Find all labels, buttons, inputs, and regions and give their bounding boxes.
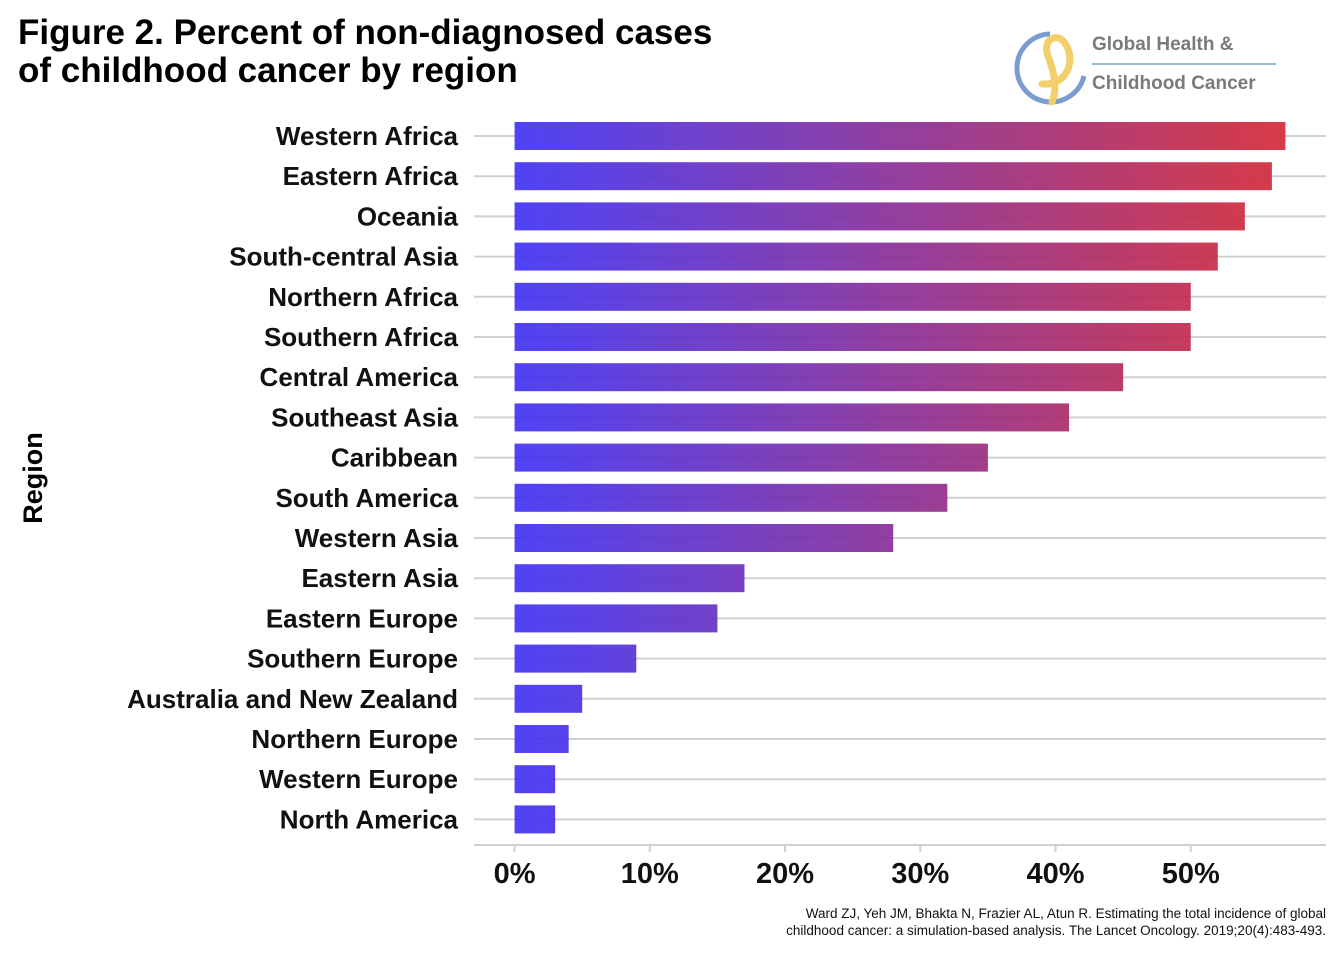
gridlines [474, 135, 1326, 821]
source-line-2: childhood cancer: a simulation-based ana… [786, 923, 1326, 938]
chart-title-line-1: Figure 2. Percent of non-diagnosed cases [18, 13, 713, 52]
bars [514, 122, 1286, 834]
category-label: Southern Europe [247, 644, 458, 674]
bar-central-america [514, 363, 1124, 392]
category-label: Western Africa [276, 121, 459, 151]
x-axis: 0% 10% 20% 30% 40% 50% [474, 844, 1326, 890]
category-label: Southeast Asia [271, 402, 458, 432]
category-label: Northern Africa [268, 282, 458, 312]
category-label: Southern Africa [264, 322, 459, 352]
chart-title-line-2: of childhood cancer by region [18, 51, 518, 90]
category-label: Western Asia [295, 523, 459, 553]
bar-south-central-asia [514, 242, 1218, 271]
source-citation: Ward ZJ, Yeh JM, Bhakta N, Frazier AL, A… [566, 905, 1326, 939]
logo-line-2: Childhood Cancer [1092, 73, 1256, 94]
bar-western-europe [514, 765, 556, 794]
x-tick-label: 50% [1162, 858, 1220, 890]
category-label: Oceania [357, 201, 459, 231]
category-label: Caribbean [331, 443, 458, 473]
bar-north-america [514, 805, 556, 834]
bar-oceania [514, 202, 1245, 231]
category-label: North America [280, 804, 459, 834]
category-label: Australia and New Zealand [127, 684, 458, 714]
category-label: Eastern Africa [283, 161, 459, 191]
bar-northern-europe [514, 725, 569, 753]
category-label: Eastern Asia [301, 563, 458, 593]
category-label: Western Europe [259, 764, 458, 794]
category-label: Central America [260, 362, 459, 392]
bar-southern-europe [514, 644, 637, 673]
bar-southeast-asia [514, 403, 1070, 432]
category-label: Eastern Europe [266, 603, 458, 633]
logo-line-1: Global Health & [1092, 34, 1234, 55]
logo-divider [1092, 63, 1276, 65]
x-tick-label: 0% [494, 858, 536, 890]
category-label: South America [275, 483, 458, 513]
bar-south-america [514, 483, 948, 512]
bar-western-asia [514, 524, 894, 552]
x-tick-label: 30% [891, 858, 949, 890]
bar-australia-and-new-zealand [514, 684, 583, 713]
bar-western-africa [514, 122, 1286, 150]
logo-emblem-icon [1014, 31, 1087, 106]
bar-eastern-europe [514, 604, 718, 633]
bar-eastern-africa [514, 162, 1272, 191]
x-tick-label: 20% [756, 858, 814, 890]
bar-caribbean [514, 443, 988, 472]
bar-eastern-asia [514, 564, 745, 593]
category-label: South-central Asia [229, 242, 458, 272]
global-health-childhood-cancer-logo: Global Health & Childhood Cancer [1012, 26, 1312, 110]
category-label: Northern Europe [251, 724, 458, 754]
chart-title: Figure 2. Percent of non-diagnosed cases… [18, 14, 818, 90]
bar-southern-africa [514, 323, 1191, 351]
bar-northern-africa [514, 282, 1191, 311]
source-line-1: Ward ZJ, Yeh JM, Bhakta N, Frazier AL, A… [805, 906, 1326, 921]
y-axis-label: Region [18, 432, 48, 524]
x-tick-label: 10% [621, 858, 679, 890]
category-labels: Western Africa Eastern Africa Oceania South… [127, 121, 458, 834]
x-tick-label: 40% [1027, 858, 1085, 890]
